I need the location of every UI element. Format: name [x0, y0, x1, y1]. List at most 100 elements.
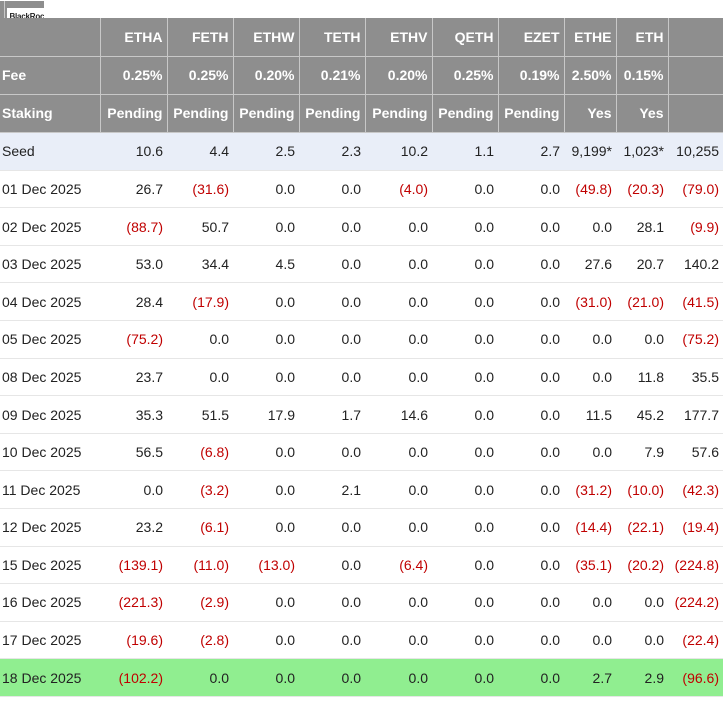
- fee-value: 0.15%: [615, 56, 668, 95]
- row-label: 17 Dec 2025: [0, 621, 100, 660]
- flow-value: 0.0: [299, 207, 365, 246]
- fee-value: 0.21%: [298, 56, 365, 95]
- blank-cell: [667, 94, 723, 134]
- ticker: ETHA: [99, 17, 167, 57]
- flow-value: 0.0: [498, 433, 564, 472]
- data-row: 12 Dec 2025 23.2 (6.1) 0.0 0.0 0.0 0.0 0.0 (14.4…: [0, 508, 723, 547]
- staking-value: Pending: [166, 94, 233, 134]
- flow-value: 10,255: [668, 132, 723, 171]
- flow-value: 11.5: [564, 395, 616, 434]
- blank-cell: [0, 17, 100, 57]
- flow-value: 27.6: [564, 245, 616, 284]
- staking-value: Yes: [563, 94, 616, 134]
- row-label: 18 Dec 2025: [0, 658, 100, 697]
- flow-value: 2.5: [233, 132, 299, 171]
- fee-value: 2.50%: [563, 56, 616, 95]
- flow-value: 0.0: [498, 546, 564, 585]
- flow-value: (13.0): [233, 546, 299, 585]
- flow-value: 140.2: [668, 245, 723, 284]
- flow-value: 0.0: [299, 658, 365, 697]
- flow-value: 0.0: [299, 546, 365, 585]
- flow-value: 0.0: [564, 358, 616, 397]
- row-label: 09 Dec 2025: [0, 395, 100, 434]
- flow-value: (31.0): [564, 282, 616, 322]
- flow-value: (75.2): [100, 320, 167, 359]
- flow-value: 0.0: [432, 320, 498, 359]
- flow-value: 0.0: [498, 245, 564, 284]
- flow-value: 0.0: [498, 621, 564, 660]
- row-label: 05 Dec 2025: [0, 320, 100, 359]
- flow-value: 10.2: [365, 132, 432, 171]
- flow-value: 0.0: [365, 621, 432, 660]
- fee-label: Fee: [0, 56, 100, 95]
- flow-value: 0.0: [498, 658, 564, 697]
- flow-value: 2.3: [299, 132, 365, 171]
- ticker: EZET: [497, 17, 564, 57]
- data-row: 08 Dec 2025 23.7 0.0 0.0 0.0 0.0 0.0 0.0 0.0 11.8…: [0, 358, 723, 397]
- staking-value: Pending: [99, 94, 167, 134]
- flow-value: (19.6): [100, 621, 167, 660]
- flow-value: (79.0): [668, 170, 723, 209]
- flow-value: 2.7: [498, 132, 564, 171]
- ticker: ETH: [615, 17, 668, 57]
- row-label: 03 Dec 2025: [0, 245, 100, 284]
- flow-value: 2.9: [616, 658, 668, 697]
- fee-value: 0.20%: [232, 56, 299, 95]
- row-label: 11 Dec 2025: [0, 470, 100, 509]
- flow-value: (139.1): [100, 546, 167, 585]
- flow-value: (224.2): [668, 583, 723, 622]
- table-body: BlackRockFidelityBitwise21sharesVanEckIn…: [0, 0, 723, 697]
- row-label: 01 Dec 2025: [0, 170, 100, 209]
- row-label: 15 Dec 2025: [0, 546, 100, 585]
- flow-value: 1,023*: [616, 132, 668, 171]
- data-row: 16 Dec 2025 (221.3) (2.9) 0.0 0.0 0.0 0.0 0.0 0.…: [0, 583, 723, 622]
- flow-value: 0.0: [233, 433, 299, 472]
- flow-value: 177.7: [668, 395, 723, 434]
- flow-value: 0.0: [167, 658, 233, 697]
- flow-value: 0.0: [233, 358, 299, 397]
- flow-value: 20.7: [616, 245, 668, 284]
- flow-value: 0.0: [432, 170, 498, 209]
- data-row: 09 Dec 2025 35.3 51.5 17.9 1.7 14.6 0.0 0.0 11.5…: [0, 395, 723, 434]
- flow-value: (14.4): [564, 508, 616, 547]
- flow-value: 28.4: [100, 282, 167, 322]
- data-row: Seed 10.6 4.4 2.5 2.3 10.2 1.1 2.7 9,199* 1,023* 1…: [0, 132, 723, 171]
- flow-value: 0.0: [365, 207, 432, 246]
- flow-value: 0.0: [616, 583, 668, 622]
- flow-value: 0.0: [498, 282, 564, 322]
- flow-value: 0.0: [498, 207, 564, 246]
- flow-value: 0.0: [432, 433, 498, 472]
- fee-value: 0.20%: [364, 56, 432, 95]
- flow-value: (22.4): [668, 621, 723, 660]
- flow-value: 0.0: [299, 508, 365, 547]
- flow-value: 0.0: [616, 320, 668, 359]
- row-label: Seed: [0, 132, 100, 171]
- fee-value: 0.19%: [497, 56, 564, 95]
- flow-value: 23.7: [100, 358, 167, 397]
- flow-value: 0.0: [365, 470, 432, 509]
- row-label: 10 Dec 2025: [0, 433, 100, 472]
- ticker: TETH: [298, 17, 365, 57]
- logo-row: BlackRockFidelityBitwise21sharesVanEckIn…: [0, 0, 44, 18]
- data-row: 02 Dec 2025 (88.7) 50.7 0.0 0.0 0.0 0.0 0.0 0.0 2…: [0, 207, 723, 246]
- flow-value: 0.0: [233, 508, 299, 547]
- flow-value: (41.5): [668, 282, 723, 322]
- flow-value: 50.7: [167, 207, 233, 246]
- flow-value: (20.2): [616, 546, 668, 585]
- flow-value: (31.2): [564, 470, 616, 509]
- flow-value: 0.0: [365, 358, 432, 397]
- data-row: 05 Dec 2025 (75.2) 0.0 0.0 0.0 0.0 0.0 0.0 0.0 0.…: [0, 320, 723, 359]
- data-row: 04 Dec 2025 28.4 (17.9) 0.0 0.0 0.0 0.0 0.0 (31.…: [0, 282, 723, 322]
- staking-value: Pending: [431, 94, 498, 134]
- flow-value: 35.3: [100, 395, 167, 434]
- flow-value: 0.0: [299, 433, 365, 472]
- flow-value: 2.1: [299, 470, 365, 509]
- flow-value: 0.0: [432, 621, 498, 660]
- flow-value: 0.0: [498, 395, 564, 434]
- flow-value: 56.5: [100, 433, 167, 472]
- flow-value: 0.0: [233, 320, 299, 359]
- flow-value: 0.0: [564, 320, 616, 359]
- flow-value: 1.7: [299, 395, 365, 434]
- flow-value: 0.0: [432, 658, 498, 697]
